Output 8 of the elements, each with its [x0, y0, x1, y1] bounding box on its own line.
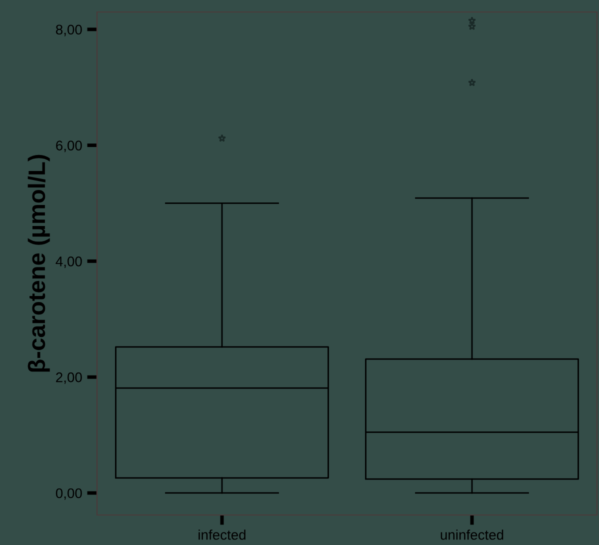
y-tick-label: 4,00 — [56, 256, 82, 268]
y-tick-label: 2,00 — [56, 372, 82, 384]
y-tick-label: 6,00 — [56, 140, 82, 152]
x-tick-label: infected — [198, 530, 246, 540]
y-axis-title: β-carotene (µmol/L) — [28, 154, 50, 372]
y-tick-label: 8,00 — [56, 24, 82, 36]
y-tick-label: 0,00 — [56, 488, 82, 500]
x-tick-label: uninfected — [440, 530, 504, 540]
